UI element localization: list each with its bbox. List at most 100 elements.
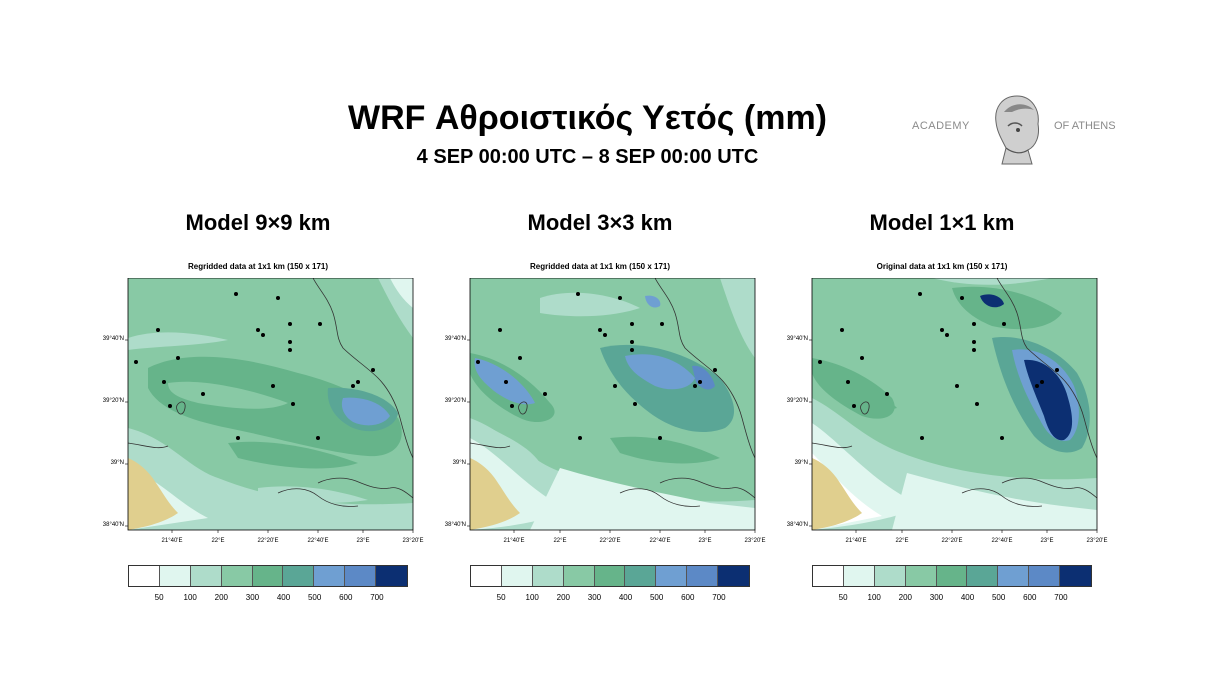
lon-label: 22°40'E [649,538,671,544]
station-marker [316,436,320,440]
station-marker [1002,322,1006,326]
colorbar-swatch [936,566,968,586]
map-frame [127,278,414,531]
station-marker [713,368,717,372]
precip-contour [530,468,755,530]
colorbar-swatch [656,566,688,586]
colorbar-level-label: 300 [929,593,944,602]
precip-contour [980,294,1004,308]
station-marker [940,328,944,332]
colorbar-swatch [874,566,906,586]
colorbar-level-label: 50 [496,593,506,602]
colorbar-level-label: 700 [370,593,384,602]
station-marker [613,384,617,388]
colorbar-swatch [314,566,346,586]
station-marker [1000,436,1004,440]
lat-label: 39°20'N [444,398,466,404]
land-no-data-area [128,458,178,530]
station-marker [630,340,634,344]
lat-label: 39°N [110,460,124,466]
precip-contour [952,286,1062,330]
precip-contour [842,368,897,410]
station-marker [318,322,322,326]
precip-contour [625,354,695,390]
map-frame [469,278,756,531]
station-marker [972,340,976,344]
map-frame [811,278,1098,531]
map-title: Original data at 1x1 km (150 x 171) [876,262,1008,271]
colorbar-swatch [1029,566,1061,586]
colorbar-swatch [687,566,719,586]
colorbar-swatch [252,566,284,586]
colorbar-level-label: 700 [712,593,726,602]
colorbar-level-label: 50 [154,593,164,602]
land-no-data-area [470,458,520,530]
colorbar-swatch [345,566,377,586]
station-marker [176,356,180,360]
station-marker [356,380,360,384]
station-marker [852,404,856,408]
colorbar-swatch [1060,566,1091,586]
colorbar-level-label: 500 [649,593,664,602]
station-marker [972,348,976,352]
station-marker [261,333,265,337]
station-marker [660,322,664,326]
precip-contour [645,295,661,308]
station-marker [698,380,702,384]
colorbar-swatch [221,566,253,586]
slide-subtitle: 4 SEP 00:00 UTC – 8 SEP 00:00 UTC [416,146,759,168]
station-marker [288,348,292,352]
coastline [996,278,1097,459]
station-marker [498,328,502,332]
station-marker [633,402,637,406]
coastline [860,401,870,415]
station-marker [972,322,976,326]
coastline [619,488,701,507]
station-marker [955,384,959,388]
lon-label: 23°20'E [402,538,424,544]
colorbar-level-label: 200 [898,593,912,602]
colorbar-level-label: 100 [183,593,197,602]
colorbar-level-label: 400 [618,593,633,602]
lon-label: 22°E [553,538,567,544]
colorbar-swatch [376,566,407,586]
colorbar-level-label: 300 [245,593,260,602]
colorbar [470,565,750,587]
coastline [1001,477,1097,499]
athena-head-icon [995,95,1039,165]
station-marker [920,436,924,440]
station-marker [162,380,166,384]
colorbar-level-label: 700 [1054,593,1068,602]
precip-contour [128,332,228,350]
station-marker [918,292,922,296]
station-marker [504,380,508,384]
colorbar-swatch [625,566,657,586]
logo-text-right: OF ATHENS [1054,120,1116,132]
colorbar-swatch [998,566,1030,586]
station-marker [1035,384,1039,388]
lon-label: 22°40'E [991,538,1013,544]
colorbar-swatch [159,566,191,586]
lat-label: 39°N [452,460,466,466]
map-title: Regridded data at 1x1 km (150 x 171) [187,262,329,271]
station-marker [271,384,275,388]
colorbar-swatch [843,566,875,586]
colorbar-level-label: 600 [681,593,695,602]
precip-contour [390,278,413,308]
precip-map: 39°40'N 39°20'N 39°N 38°40'N 21°40'E 22°E 22°2… [772,278,1112,550]
colorbar-swatch [594,566,626,586]
precip-contour [1024,359,1073,441]
station-marker [840,328,844,332]
slide-title: WRF Αθροιστικός Υετός (mm) [347,99,828,137]
station-marker [960,296,964,300]
station-marker [276,296,280,300]
lon-label: 23°20'E [1086,538,1108,544]
colorbar-level-label: 50 [838,593,848,602]
precip-map: 39°40'N 39°20'N 39°N 38°40'N 21°40'E 22°E 22°2… [88,278,428,550]
station-marker [598,328,602,332]
precip-contour [341,397,390,426]
lon-label: 22°E [211,538,225,544]
station-marker [351,384,355,388]
lon-label: 23°20'E [744,538,766,544]
lat-label: 39°20'N [102,398,124,404]
